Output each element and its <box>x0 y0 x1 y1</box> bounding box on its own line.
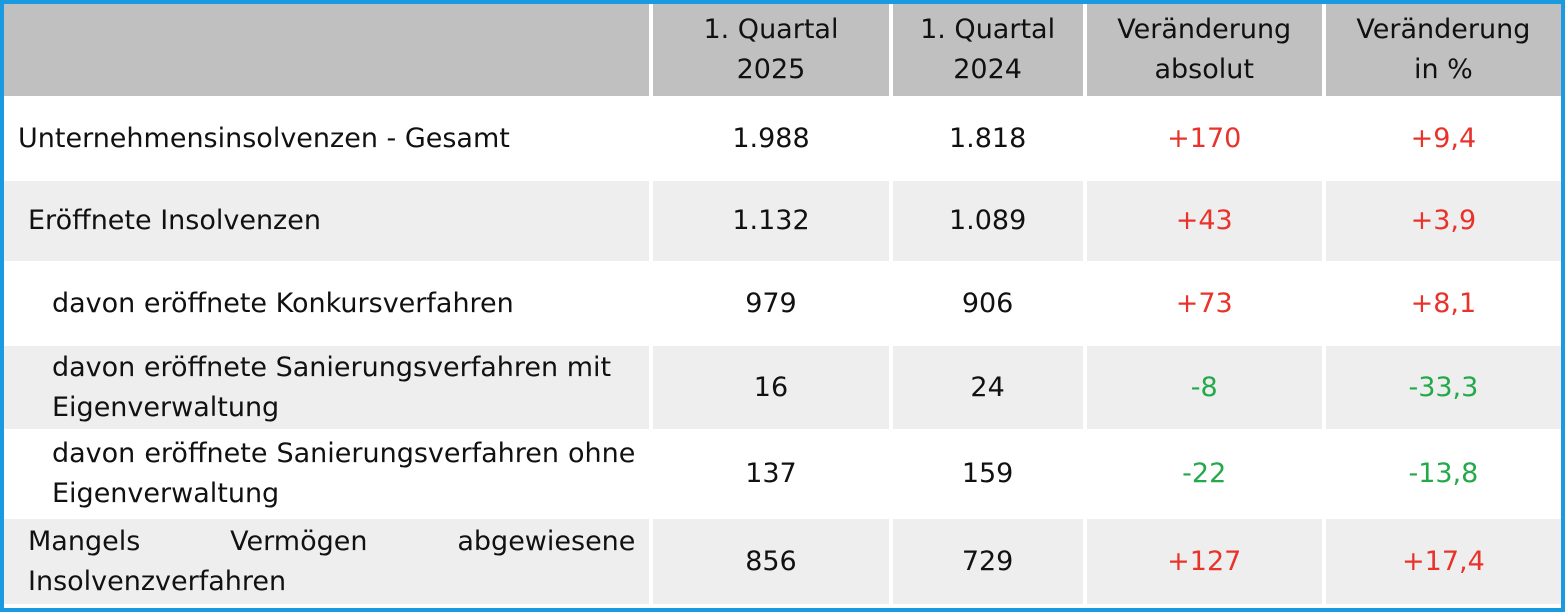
header-q2025-line2: 2025 <box>736 54 806 85</box>
header-q2025: 1. Quartal 2025 <box>653 4 889 96</box>
row-label-text: Mangels Vermögen abgewiesene Insolvenzve… <box>28 525 636 597</box>
header-abs-line1: Veränderung <box>1117 14 1292 45</box>
cell-q2025: 1.132 <box>653 181 889 261</box>
cell-q2024: 1.089 <box>892 181 1083 261</box>
table-row: Eröffnete Insolvenzen 1.132 1.089 +43 +3… <box>4 181 1561 261</box>
header-abs-line2: absolut <box>1154 54 1254 85</box>
cell-q2025: 16 <box>653 346 889 429</box>
table-row: davon eröffnete Sanierungsverfahren mit … <box>4 346 1561 429</box>
cell-q2025: 856 <box>653 519 889 604</box>
row-label: davon eröffnete Sanierungsverfahren mit … <box>4 346 650 429</box>
cell-q2024: 1.818 <box>892 96 1083 181</box>
cell-q2024: 906 <box>892 261 1083 346</box>
cell-change-absolute: +73 <box>1086 261 1322 346</box>
table-row: davon eröffnete Sanierungsverfahren ohne… <box>4 429 1561 519</box>
row-label: davon eröffnete Konkursverfahren <box>4 261 650 346</box>
header-pct-line2: in % <box>1413 54 1473 85</box>
header-q2024-line1: 1. Quartal <box>920 14 1056 45</box>
row-label: Unternehmensinsolvenzen - Gesamt <box>4 96 650 181</box>
cell-q2025: 979 <box>653 261 889 346</box>
row-label-text: davon eröffnete Sanierungsverfahren ohne… <box>52 438 636 509</box>
cell-change-absolute: +43 <box>1086 181 1322 261</box>
cell-q2024: 159 <box>892 429 1083 519</box>
table-row: davon eröffnete Konkursverfahren 979 906… <box>4 261 1561 346</box>
header-label-cell <box>4 4 650 96</box>
cell-change-absolute: -22 <box>1086 429 1322 519</box>
header-change-percent: Veränderung in % <box>1325 4 1561 96</box>
cell-change-absolute: +170 <box>1086 96 1322 181</box>
cell-q2025: 1.988 <box>653 96 889 181</box>
cell-change-percent: +17,4 <box>1325 519 1561 604</box>
table-row: Mangels Vermögen abgewiesene Insolvenzve… <box>4 519 1561 604</box>
cell-q2024: 24 <box>892 346 1083 429</box>
table-header-row: 1. Quartal 2025 1. Quartal 2024 Veränder… <box>4 4 1561 96</box>
insolvency-table: 1. Quartal 2025 1. Quartal 2024 Veränder… <box>4 4 1561 604</box>
cell-change-absolute: +127 <box>1086 519 1322 604</box>
cell-q2024: 729 <box>892 519 1083 604</box>
cell-change-percent: +8,1 <box>1325 261 1561 346</box>
row-label: davon eröffnete Sanierungsverfahren ohne… <box>4 429 650 519</box>
cell-change-percent: -33,3 <box>1325 346 1561 429</box>
header-pct-line1: Veränderung <box>1356 14 1531 45</box>
table-row: Unternehmensinsolvenzen - Gesamt 1.988 1… <box>4 96 1561 181</box>
row-label: Eröffnete Insolvenzen <box>4 181 650 261</box>
row-label: Mangels Vermögen abgewiesene Insolvenzve… <box>4 519 650 604</box>
cell-change-percent: +3,9 <box>1325 181 1561 261</box>
header-q2024-line2: 2024 <box>953 54 1022 85</box>
cell-change-percent: +9,4 <box>1325 96 1561 181</box>
cell-change-absolute: -8 <box>1086 346 1322 429</box>
cell-q2025: 137 <box>653 429 889 519</box>
header-change-absolute: Veränderung absolut <box>1086 4 1322 96</box>
header-q2025-line1: 1. Quartal <box>703 14 839 45</box>
header-q2024: 1. Quartal 2024 <box>892 4 1083 96</box>
cell-change-percent: -13,8 <box>1325 429 1561 519</box>
